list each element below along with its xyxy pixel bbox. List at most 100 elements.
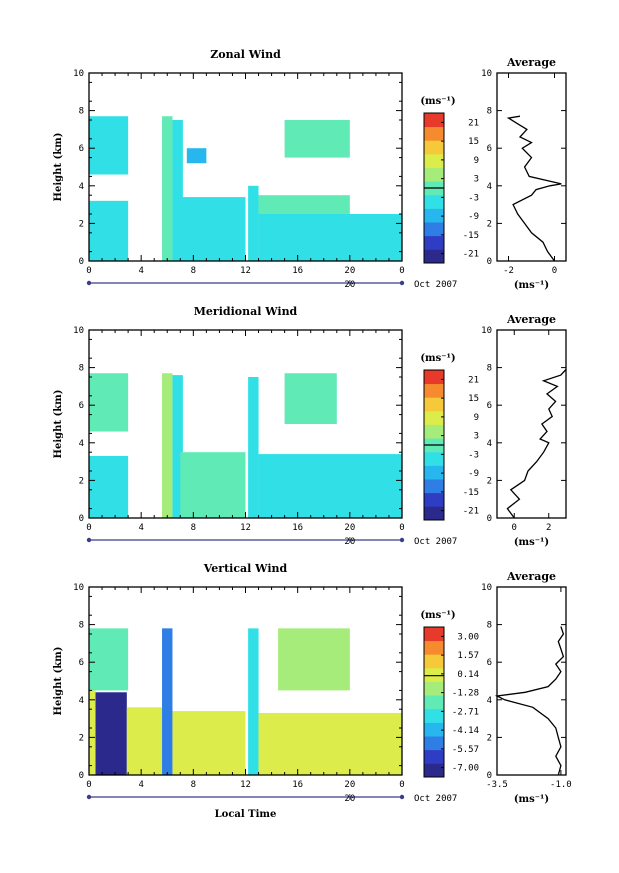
colorbar-tick-label: -3 — [468, 193, 479, 203]
y-tick-label: 10 — [73, 583, 84, 593]
x-tick-label: 4 — [138, 523, 143, 533]
colorbar-swatch — [424, 208, 444, 223]
colorbar-swatch — [424, 222, 444, 237]
heatmap-block — [126, 707, 163, 775]
y-axis-label: Height (km) — [53, 647, 64, 716]
average-x-tick-label: 2 — [546, 523, 551, 533]
colorbar-tick-label: -5.57 — [452, 745, 479, 755]
colorbar-tick-label: -21 — [463, 507, 479, 517]
average-profile-line — [506, 115, 562, 262]
heatmap-block — [258, 712, 402, 775]
colorbar-tick-label: -9 — [468, 212, 479, 222]
colorbar-tick-label: -2.71 — [452, 707, 479, 717]
y-tick-label: 0 — [79, 514, 84, 524]
heatmap-block — [162, 373, 173, 518]
colorbar-tick-label: -7.00 — [452, 764, 479, 774]
y-tick-label: 6 — [79, 401, 84, 411]
x-tick-label: 12 — [240, 266, 251, 276]
colorbar-tick-label: 0.14 — [457, 670, 479, 680]
y-tick-label: 10 — [73, 69, 84, 79]
average-x-tick-label: 0 — [512, 523, 517, 533]
colorbar-swatch — [424, 640, 444, 655]
date-axis-end-marker — [399, 280, 405, 286]
average-x-tick-label: 0 — [552, 266, 557, 276]
heatmap-block — [258, 195, 350, 214]
date-axis-start-marker — [86, 280, 92, 286]
x-tick-label: 8 — [191, 266, 196, 276]
colorbar-tick-label: 21 — [468, 375, 479, 385]
x-tick-label: 8 — [191, 780, 196, 790]
average-y-tick-label: 6 — [487, 144, 492, 154]
colorbar-tick-label: 15 — [468, 394, 479, 404]
chart-title: Meridional Wind — [194, 305, 298, 318]
date-axis-start-marker — [86, 794, 92, 800]
heatmap-block — [172, 375, 183, 518]
heatmap-block — [258, 454, 402, 518]
average-x-axis-label: (ms⁻¹) — [514, 794, 549, 805]
y-axis-label: Height (km) — [53, 133, 64, 202]
date-axis-end-marker — [399, 537, 405, 543]
x-tick-label: 16 — [292, 523, 303, 533]
x-tick-label: 20 — [344, 523, 355, 533]
colorbar-swatch — [424, 667, 444, 682]
x-tick-label: 16 — [292, 266, 303, 276]
heatmap-block — [284, 373, 337, 424]
colorbar-swatch — [424, 424, 444, 439]
colorbar-swatch — [424, 492, 444, 507]
heatmap-block — [258, 214, 402, 261]
colorbar-swatch — [424, 681, 444, 696]
colorbar-units-label: (ms⁻¹) — [420, 353, 455, 364]
x-tick-label: 12 — [240, 523, 251, 533]
colorbar-swatch — [424, 506, 444, 521]
average-y-tick-label: 8 — [487, 364, 492, 374]
x-axis-label: Local Time — [215, 809, 277, 820]
date-label: Oct 2007 — [414, 537, 457, 547]
colorbar-tick-label: 3 — [474, 175, 479, 185]
average-y-tick-label: 2 — [487, 733, 492, 743]
heatmap-block — [186, 148, 207, 164]
colorbar-swatch — [424, 235, 444, 250]
average-title: Average — [506, 56, 556, 69]
colorbar-swatch — [424, 654, 444, 669]
date-axis-start-marker — [86, 537, 92, 543]
heatmap-block — [284, 120, 350, 158]
colorbar-tick-label: -1.28 — [452, 689, 479, 699]
x-tick-label: 20 — [344, 266, 355, 276]
average-frame — [496, 329, 567, 519]
colorbar-swatch — [424, 126, 444, 141]
colorbar-swatch — [424, 695, 444, 710]
average-y-tick-label: 8 — [487, 621, 492, 631]
colorbar-tick-label: -15 — [463, 231, 479, 241]
colorbar-swatch — [424, 113, 444, 128]
y-tick-label: 8 — [79, 107, 84, 117]
average-y-tick-label: 6 — [487, 658, 492, 668]
heatmap-block — [89, 628, 129, 691]
average-y-tick-label: 6 — [487, 401, 492, 411]
colorbar-tick-label: 3 — [474, 432, 479, 442]
average-y-tick-label: 0 — [487, 771, 492, 781]
y-tick-label: 8 — [79, 621, 84, 631]
colorbar-tick-label: 1.57 — [457, 651, 479, 661]
colorbar-units-label: (ms⁻¹) — [420, 96, 455, 107]
heatmap-block — [248, 185, 259, 261]
average-y-tick-label: 4 — [487, 439, 492, 449]
average-x-tick-label: -1.0 — [550, 780, 572, 790]
colorbar-swatch — [424, 397, 444, 412]
x-tick-label: 0 — [399, 780, 404, 790]
heatmap-block — [89, 373, 129, 432]
average-y-tick-label: 10 — [481, 326, 492, 336]
average-x-axis-label: (ms⁻¹) — [514, 537, 549, 548]
chart-title: Vertical Wind — [203, 562, 288, 575]
y-tick-label: 4 — [79, 439, 84, 449]
colorbar-tick-label: -21 — [463, 250, 479, 260]
average-y-tick-label: 0 — [487, 257, 492, 267]
x-tick-label: 0 — [399, 523, 404, 533]
y-tick-label: 6 — [79, 658, 84, 668]
colorbar-swatch — [424, 763, 444, 778]
y-tick-label: 4 — [79, 182, 84, 192]
colorbar-swatch — [424, 479, 444, 494]
y-tick-label: 8 — [79, 364, 84, 374]
